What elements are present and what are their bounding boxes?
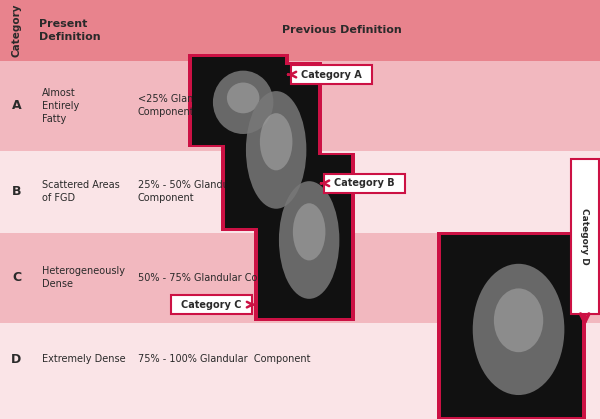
Bar	[171, 295, 252, 314]
Ellipse shape	[260, 113, 292, 171]
Bar	[254, 153, 355, 321]
Text: B: B	[12, 185, 21, 198]
Text: 75% - 100% Glandular  Component: 75% - 100% Glandular Component	[138, 354, 311, 364]
Ellipse shape	[293, 203, 325, 261]
Bar	[0, 233, 600, 323]
Bar	[441, 235, 582, 417]
Text: D: D	[11, 353, 22, 366]
Bar	[0, 151, 600, 233]
Text: Almost
Entirely
Fatty: Almost Entirely Fatty	[42, 88, 79, 124]
Bar	[0, 323, 600, 396]
Text: Scattered Areas
of FGD: Scattered Areas of FGD	[42, 180, 120, 203]
Bar	[291, 65, 372, 84]
Text: Category B: Category B	[334, 178, 395, 188]
Text: 25% - 50% Glandular
Component: 25% - 50% Glandular Component	[138, 180, 242, 203]
Text: A: A	[11, 99, 22, 112]
Text: C: C	[12, 271, 21, 284]
Text: Present
Definition: Present Definition	[39, 19, 101, 41]
Text: Extremely Dense: Extremely Dense	[42, 354, 125, 364]
Text: 50% - 75% Glandular Component: 50% - 75% Glandular Component	[138, 273, 301, 282]
Ellipse shape	[279, 181, 340, 299]
Ellipse shape	[246, 91, 307, 209]
Bar	[571, 159, 599, 314]
Bar	[0, 61, 600, 151]
Bar	[258, 155, 351, 318]
Text: Heterogeneously
Dense: Heterogeneously Dense	[42, 266, 125, 289]
Text: Category C: Category C	[181, 300, 242, 310]
Bar	[221, 62, 322, 231]
Text: <25% Glandular
Component: <25% Glandular Component	[138, 94, 218, 117]
Ellipse shape	[213, 71, 274, 134]
Ellipse shape	[227, 83, 259, 113]
Text: Category A: Category A	[301, 70, 362, 80]
Bar	[225, 65, 318, 228]
Bar	[437, 232, 586, 419]
Text: Category: Category	[11, 4, 22, 57]
Bar	[0, 0, 600, 61]
Ellipse shape	[473, 264, 565, 395]
Text: Previous Definition: Previous Definition	[282, 26, 402, 35]
Bar	[192, 57, 285, 145]
Bar	[0, 396, 600, 419]
Bar	[188, 54, 289, 147]
Bar	[324, 173, 405, 193]
Text: Category D: Category D	[580, 208, 589, 265]
Ellipse shape	[494, 288, 543, 352]
